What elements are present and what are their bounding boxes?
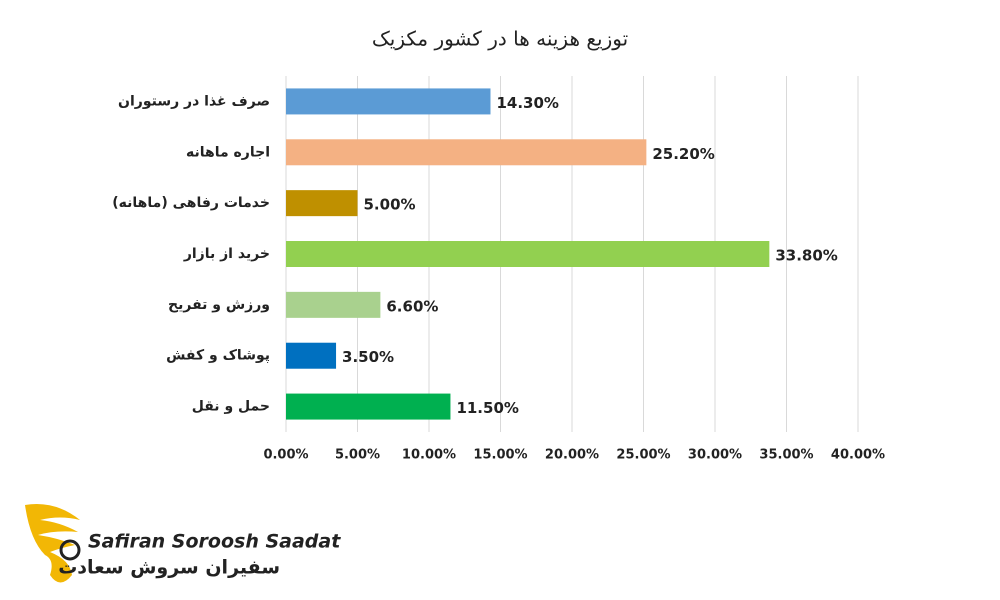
value-label: 25.20%	[652, 145, 714, 163]
x-tick-label: 40.00%	[831, 448, 885, 463]
logo-name: Safiran Soroosh Saadat	[88, 531, 341, 553]
bar	[286, 291, 381, 318]
value-label: 5.00%	[364, 196, 416, 214]
chart-title: توزیع هزینه ها در کشور مکزیک	[372, 27, 628, 51]
x-tick-label: 15.00%	[473, 448, 527, 463]
bar	[286, 190, 358, 217]
y-tick-label: خرید از بازار	[183, 246, 270, 262]
bar	[286, 139, 647, 166]
y-tick-label: پوشاک و کفش	[166, 348, 270, 364]
x-tick-label: 30.00%	[688, 448, 742, 463]
bar	[286, 88, 491, 115]
value-label: 33.80%	[775, 247, 837, 265]
x-tick-label: 5.00%	[335, 448, 380, 463]
y-tick-label: صرف غذا در رستوران	[118, 93, 270, 109]
x-tick-label: 25.00%	[616, 448, 670, 463]
value-label: 11.50%	[456, 399, 518, 417]
x-tick-label: 20.00%	[545, 448, 599, 463]
logo: Safiran Soroosh Saadat سفیران سروش سعادت	[25, 504, 341, 583]
value-label: 14.30%	[496, 94, 558, 112]
y-tick-label: ورزش و تفریح	[168, 297, 270, 313]
y-tick-label: حمل و نقل	[192, 399, 270, 415]
logo-wing	[25, 504, 80, 583]
bar	[286, 342, 337, 369]
y-tick-label: خدمات رفاهی (ماهانه)	[112, 195, 270, 211]
x-tick-label: 0.00%	[263, 448, 308, 463]
y-tick-label: اجاره ماهانه	[186, 144, 270, 160]
logo-swirl	[59, 539, 81, 561]
bar	[286, 393, 451, 420]
logo-name-fa: سفیران سروش سعادت	[58, 557, 280, 579]
value-label: 3.50%	[342, 348, 394, 366]
x-tick-label: 35.00%	[759, 448, 813, 463]
x-tick-label: 10.00%	[402, 448, 456, 463]
bar	[286, 241, 770, 267]
value-label: 6.60%	[386, 297, 438, 315]
